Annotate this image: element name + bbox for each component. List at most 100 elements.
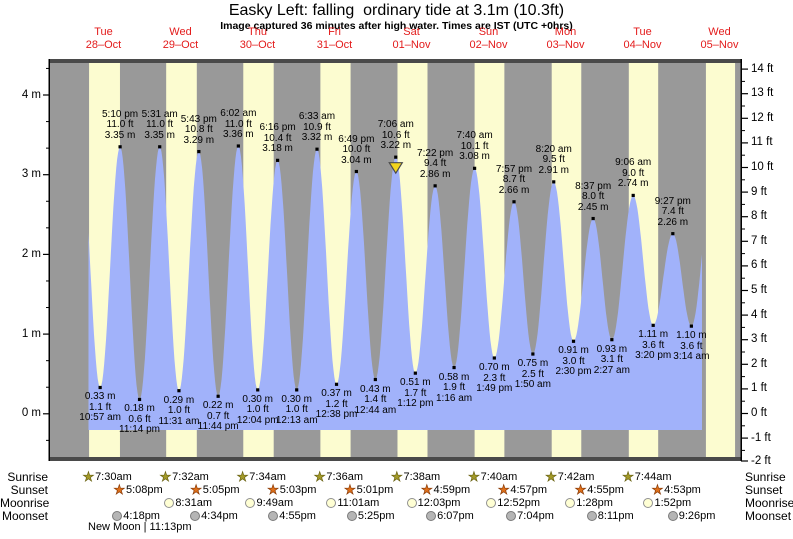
moonrise-icon — [643, 498, 654, 508]
high-tide-label: 7:06 am 10.6 ft 3.22 m — [377, 119, 414, 152]
left-axis-tick-label: 3 m — [21, 168, 41, 181]
left-axis-tick-label: 2 m — [21, 247, 41, 260]
right-axis-tick-label: 14 ft — [751, 62, 774, 75]
low-tide-label: 0.30 m 1.0 ft 12:13 am — [275, 393, 318, 426]
moonrise-icon — [245, 498, 256, 508]
moonrise-time: 1:52pm — [654, 496, 692, 509]
tide-curve-area — [88, 146, 702, 430]
sunrise-time: 7:38am — [403, 470, 441, 483]
tide-extreme-dot — [158, 145, 162, 149]
moonset-time: 4:18pm — [123, 509, 160, 522]
low-tide-label: 0.93 m 3.1 ft 2:27 am — [593, 343, 630, 376]
moonset-time: 9:26pm — [678, 509, 716, 522]
low-tide-label: 0.22 m 0.7 ft 11:44 pm — [197, 400, 239, 433]
tide-extreme-dot — [256, 388, 260, 392]
left-axis-tick-label: 4 m — [21, 88, 41, 101]
day-label-wed-8: Wed 05–Nov — [700, 26, 739, 51]
tide-extreme-dot — [571, 339, 576, 343]
sunset-star-icon: ★ — [190, 481, 202, 497]
tide-extreme-dot — [197, 149, 201, 154]
low-tide-label: 0.43 m 1.4 ft 12:44 am — [354, 383, 397, 416]
tide-extreme-dot — [591, 216, 595, 221]
low-tide-label: 1.11 m 3.6 ft 3:20 pm — [635, 329, 672, 362]
sunset-star-icon: ★ — [574, 481, 587, 497]
sunset-star-icon: ★ — [113, 481, 126, 497]
right-axis-spine — [740, 59, 742, 461]
sunrise-time: 7:32am — [172, 470, 209, 483]
sunset-time: 5:01pm — [356, 483, 394, 496]
low-tide-label: 1.10 m 3.6 ft 3:14 am — [673, 330, 710, 363]
high-tide-label: 6:33 am 10.9 ft 3.32 m — [298, 111, 336, 144]
day-label-tue-7: Tue 04–Nov — [623, 26, 662, 51]
sunrise-star-icon: ★ — [622, 468, 634, 484]
right-axis-tick-label: 9 ft — [751, 185, 767, 198]
sunrise-star-icon: ★ — [390, 468, 403, 484]
sunrise-time: 7:42am — [557, 470, 595, 483]
tide-extreme-dot — [512, 200, 516, 204]
right-axis-tick-label: 7 ft — [751, 234, 767, 247]
tide-extreme-dot — [373, 377, 377, 382]
tide-extreme-dot — [610, 338, 614, 342]
high-tide-label: 7:22 pm 9.4 ft 2.86 m — [417, 147, 454, 180]
sunrise-star-icon: ★ — [82, 468, 95, 484]
tide-extreme-dot — [98, 385, 102, 390]
new-moon-note: New Moon | 11:13pm — [88, 521, 192, 533]
tide-extreme-dot — [531, 352, 535, 356]
high-tide-label: 8:37 pm 8.0 ft 2.45 m — [575, 180, 612, 213]
moonset-time: 4:34pm — [201, 509, 238, 522]
right-axis-tick-label: -1 ft — [751, 431, 771, 444]
moonrise-time: 12:03pm — [417, 496, 461, 509]
right-axis-tick-label: 6 ft — [751, 259, 767, 272]
high-tide-label: 6:02 am 11.0 ft 3.36 m — [220, 108, 257, 140]
tide-extreme-dot — [315, 147, 319, 151]
tide-extreme-dot — [276, 158, 280, 162]
moonset-icon — [346, 511, 357, 521]
right-axis-tick-label: 8 ft — [751, 210, 767, 223]
tide-extreme-dot — [433, 184, 437, 188]
right-axis-tick-label: 3 ft — [751, 333, 767, 346]
tide-extreme-dot — [492, 356, 496, 360]
left-axis-spine — [48, 59, 50, 461]
tide-extreme-dot — [354, 169, 358, 174]
low-tide-label: 0.33 m 1.1 ft 10:57 am — [79, 391, 121, 424]
sunrise-time: 7:36am — [326, 470, 364, 483]
tide-extreme-dot — [651, 323, 655, 327]
plot-bottom-border — [50, 457, 741, 461]
sunrise-star-icon: ★ — [313, 468, 326, 484]
low-tide-label: 0.30 m 1.0 ft 12:04 pm — [236, 393, 279, 426]
high-tide-label: 7:57 pm 8.7 ft 2.66 m — [495, 163, 533, 196]
low-tide-label: 0.91 m 3.0 ft 2:30 pm — [555, 345, 592, 378]
moonset-time: 6:07pm — [437, 509, 474, 522]
right-axis-tick-label: 13 ft — [751, 87, 774, 100]
tide-extreme-dot — [334, 382, 339, 386]
tide-extreme-dot — [671, 232, 675, 236]
moonset-time: 7:04pm — [517, 509, 554, 522]
moonset-icon — [112, 511, 123, 521]
moonrise-time: 11:01am — [337, 496, 380, 509]
high-tide-label: 5:31 am 11.0 ft 3.35 m — [141, 108, 178, 141]
high-tide-label: 9:27 pm 7.4 ft 2.26 m — [654, 195, 691, 228]
row-label-right-moonset: Moonset — [745, 509, 792, 523]
tide-extreme-dot — [452, 365, 456, 370]
high-tide-label: 6:16 pm 10.4 ft 3.18 m — [259, 122, 296, 155]
sunrise-star-icon: ★ — [159, 468, 172, 484]
high-tide-label: 8:20 am 9.5 ft 2.91 m — [535, 143, 572, 176]
sunrise-time: 7:44am — [634, 470, 672, 483]
tide-extreme-dot — [118, 145, 122, 149]
high-tide-label: 9:06 am 9.0 ft 2.74 m — [615, 157, 652, 190]
low-tide-label: 0.70 m 2.3 ft 1:49 pm — [476, 362, 513, 394]
moonrise-icon — [326, 498, 337, 508]
row-label-left-sunset: Sunset — [10, 483, 48, 497]
moonset-icon — [586, 511, 597, 521]
sunset-time: 4:55pm — [587, 483, 624, 496]
tide-extreme-dot — [236, 144, 240, 148]
moonset-icon — [506, 511, 517, 521]
moonrise-time: 9:49am — [256, 496, 294, 509]
sunset-star-icon: ★ — [267, 481, 279, 497]
tide-extreme-dot — [689, 324, 693, 328]
sunset-star-icon: ★ — [651, 481, 664, 497]
sunset-time: 4:53pm — [664, 483, 701, 496]
right-axis-tick-label: 12 ft — [751, 111, 774, 124]
moonset-icon — [667, 511, 678, 521]
